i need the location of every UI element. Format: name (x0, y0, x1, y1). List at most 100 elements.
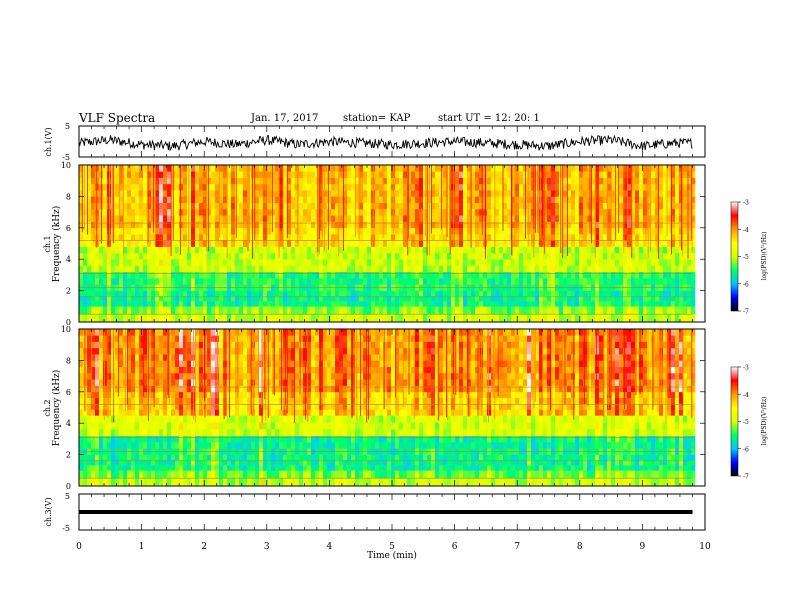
spectrogram-cell (395, 240, 400, 247)
spectrogram-cell (619, 171, 624, 178)
spectrogram-cell (219, 290, 224, 297)
spectrogram-cell (203, 259, 208, 266)
spectrogram-cell (375, 202, 380, 210)
spectrogram-cell (375, 208, 380, 216)
spectrogram-cell (179, 165, 184, 172)
spectrogram-cell (431, 314, 436, 322)
spectrogram-cell (451, 459, 456, 466)
spectrogram-cell (335, 265, 340, 273)
spectrogram-cell (271, 208, 276, 216)
spectrogram-cell (395, 306, 400, 315)
spectrogram-cell (475, 306, 480, 315)
spectrogram-cell (415, 234, 420, 241)
spectrogram-cell (399, 271, 404, 279)
spectrogram-cell (215, 459, 220, 466)
spectrogram-cell (191, 470, 196, 479)
spectrogram-cell (607, 215, 612, 222)
spectrogram-cell (503, 202, 508, 210)
spectrogram-cell (87, 227, 92, 235)
spectrogram-cell (319, 252, 324, 260)
spectrogram-cell (271, 234, 276, 241)
spectrogram-cell (463, 259, 468, 266)
spectrogram-cell (635, 196, 640, 203)
spectrogram-cell (163, 278, 168, 285)
spectrogram-cell (579, 183, 584, 191)
spectrogram-cell (175, 215, 180, 222)
spectrogram-cell (471, 208, 476, 216)
spectrogram-cell (247, 271, 252, 279)
spectrogram-cell (307, 259, 312, 266)
spectrogram-cell (499, 459, 504, 466)
spectrogram-cell (215, 246, 220, 254)
spectrogram-cell (447, 470, 452, 479)
ch1-ytick-bottom: -5 (62, 153, 70, 162)
spectrogram-cell (519, 271, 524, 279)
spectrogram-cell (223, 252, 228, 260)
spectrogram-cell (227, 465, 232, 471)
spectrogram-cell (343, 478, 348, 486)
spectrogram-cell (211, 290, 216, 297)
spectrogram-cell (571, 183, 576, 191)
spectrogram-cell (451, 165, 456, 172)
spectrogram-cell (291, 227, 296, 235)
spectrogram-cell (627, 259, 632, 266)
spectrogram-cell (123, 259, 128, 266)
spectrogram-cell (247, 465, 252, 471)
spectrogram-cell (183, 301, 188, 307)
spectrogram-cell (495, 271, 500, 279)
spectrogram-cell (527, 177, 532, 185)
spectrogram-cell (427, 165, 432, 172)
spectrogram-cell (131, 470, 136, 479)
spectrogram-cell (379, 278, 384, 285)
spectrogram-cell (623, 478, 628, 486)
spectrogram-cell (479, 221, 484, 229)
spectrogram-cell (623, 208, 628, 216)
spectrogram-cell (467, 295, 472, 302)
spectrogram-cell (503, 221, 508, 229)
spectrogram-cell (595, 478, 600, 486)
spectrogram-cell (519, 234, 524, 241)
spectrogram-cell (575, 221, 580, 229)
spectrogram-cell (379, 271, 384, 279)
spectrogram-cell (131, 177, 136, 185)
spectrogram-cell (211, 478, 216, 486)
spectrogram-cell (311, 314, 316, 322)
spectrogram-cell (543, 171, 548, 178)
spectrogram-cell (99, 465, 104, 471)
spectrogram-cell (619, 165, 624, 172)
spectrogram-cell (431, 202, 436, 210)
spectrogram-cell (215, 301, 220, 307)
spectrogram-cell (383, 265, 388, 273)
spectrogram-cell (407, 177, 412, 185)
spectrogram-cell (307, 246, 312, 254)
spectrogram-cell (507, 177, 512, 185)
spectrogram-cell (135, 295, 140, 302)
spectrogram-cell (615, 271, 620, 279)
spectrogram-cell (347, 177, 352, 185)
spectrogram-cell (611, 278, 616, 285)
spectrogram-cell (615, 177, 620, 185)
spectrogram-cell (607, 465, 612, 471)
spectrogram-cell (419, 240, 424, 247)
spectrogram-cell (539, 215, 544, 222)
spectrogram-cell (619, 183, 624, 191)
spectrogram-cell (307, 190, 312, 197)
spectrogram-cell (335, 271, 340, 279)
spectrogram-cell (499, 454, 504, 461)
spectrogram-cell (451, 265, 456, 273)
spectrogram-cell (111, 240, 116, 247)
spectrogram-cell (183, 221, 188, 229)
spectrogram-cell (331, 301, 336, 307)
spectrogram-cell (351, 190, 356, 197)
spectrogram-cell (147, 208, 152, 216)
spectrogram-cell (575, 295, 580, 302)
spectrogram-cell (287, 478, 292, 486)
spectrogram-cell (143, 459, 148, 466)
spectrogram-cell (411, 278, 416, 285)
spectrogram-cell (659, 465, 664, 471)
spectrogram-cell (591, 171, 596, 178)
spectrogram-cell (619, 271, 624, 279)
spectrogram-cell (167, 196, 172, 203)
spectrogram-cell (639, 240, 644, 247)
spectrogram-cell (431, 190, 436, 197)
